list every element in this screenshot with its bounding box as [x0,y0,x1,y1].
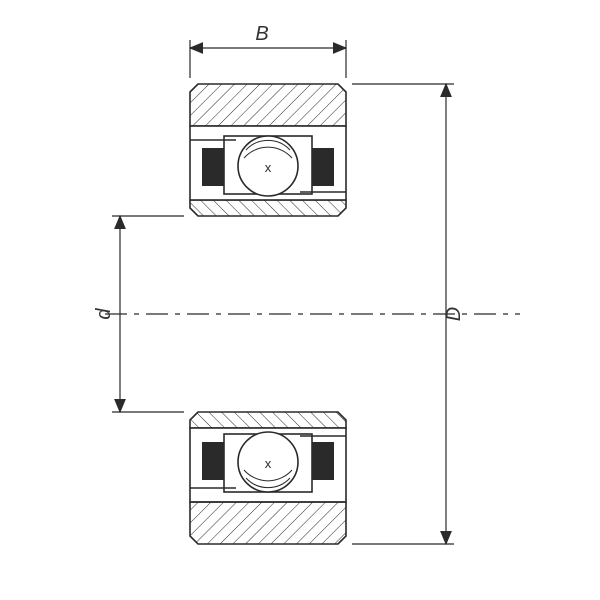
ball-marker-top: x [265,160,272,175]
ball-marker-bottom: x [265,456,272,471]
drawing-svg: x x B [0,0,600,600]
bearing-section-bottom: x [190,412,346,544]
dimension-B: B [190,23,346,78]
inner-ring-bottom [190,412,346,428]
cage-block-bot-left [202,442,226,480]
bearing-diagram: x x B [0,0,600,600]
cage-block-top-right [310,148,334,186]
cage-block-bot-right [310,442,334,480]
dimension-D-label: D [443,307,465,321]
outer-ring-top [190,84,346,126]
cage-block-top-left [202,148,226,186]
outer-ring-bottom [190,502,346,544]
inner-ring-top [190,200,346,216]
dimension-B-label: B [255,23,268,45]
dimension-d-label: d [93,308,115,320]
bearing-section-top: x [190,84,346,216]
